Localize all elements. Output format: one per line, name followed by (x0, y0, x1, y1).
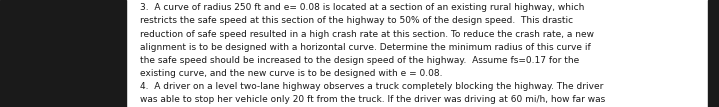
Text: was able to stop her vehicle only 20 ft from the truck. If the driver was drivin: was able to stop her vehicle only 20 ft … (140, 95, 605, 104)
Text: reduction of safe speed resulted in a high crash rate at this section. To reduce: reduction of safe speed resulted in a hi… (140, 30, 594, 39)
Text: 4.  A driver on a level two-lane highway observes a truck completely blocking th: 4. A driver on a level two-lane highway … (140, 82, 603, 91)
Text: the safe speed should be increased to the design speed of the highway.  Assume f: the safe speed should be increased to th… (140, 56, 580, 65)
Text: existing curve, and the new curve is to be designed with e = 0.08.: existing curve, and the new curve is to … (140, 69, 443, 78)
Bar (0, 0, 126, 107)
Text: alignment is to be designed with a horizontal curve. Determine the minimum radiu: alignment is to be designed with a horiz… (140, 43, 591, 52)
Bar (708, 0, 719, 107)
Text: restricts the safe speed at this section of the highway to 50% of the design spe: restricts the safe speed at this section… (140, 16, 573, 25)
Text: 3.  A curve of radius 250 ft and e= 0.08 is located at a section of an existing : 3. A curve of radius 250 ft and e= 0.08 … (140, 3, 585, 12)
